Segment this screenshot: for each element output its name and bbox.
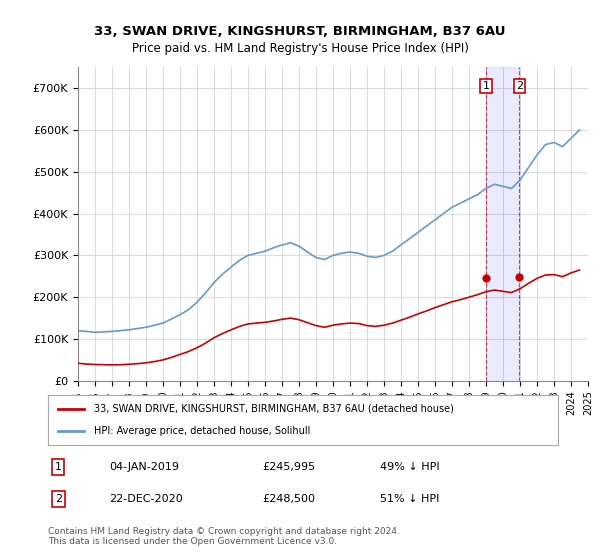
Text: 1: 1 xyxy=(482,81,490,91)
Text: 04-JAN-2019: 04-JAN-2019 xyxy=(109,462,179,472)
Text: 2: 2 xyxy=(55,494,62,504)
Bar xyxy=(486,67,520,381)
Text: 22-DEC-2020: 22-DEC-2020 xyxy=(109,494,183,504)
Text: 33, SWAN DRIVE, KINGSHURST, BIRMINGHAM, B37 6AU: 33, SWAN DRIVE, KINGSHURST, BIRMINGHAM, … xyxy=(94,25,506,38)
Text: £248,500: £248,500 xyxy=(262,494,315,504)
Text: 2: 2 xyxy=(516,81,523,91)
Text: 1: 1 xyxy=(55,462,62,472)
Text: 51% ↓ HPI: 51% ↓ HPI xyxy=(380,494,439,504)
Text: £245,995: £245,995 xyxy=(262,462,316,472)
Text: Price paid vs. HM Land Registry's House Price Index (HPI): Price paid vs. HM Land Registry's House … xyxy=(131,42,469,55)
Text: 33, SWAN DRIVE, KINGSHURST, BIRMINGHAM, B37 6AU (detached house): 33, SWAN DRIVE, KINGSHURST, BIRMINGHAM, … xyxy=(94,404,454,414)
Text: Contains HM Land Registry data © Crown copyright and database right 2024.
This d: Contains HM Land Registry data © Crown c… xyxy=(48,526,400,546)
Text: 49% ↓ HPI: 49% ↓ HPI xyxy=(380,462,439,472)
Text: HPI: Average price, detached house, Solihull: HPI: Average price, detached house, Soli… xyxy=(94,426,310,436)
